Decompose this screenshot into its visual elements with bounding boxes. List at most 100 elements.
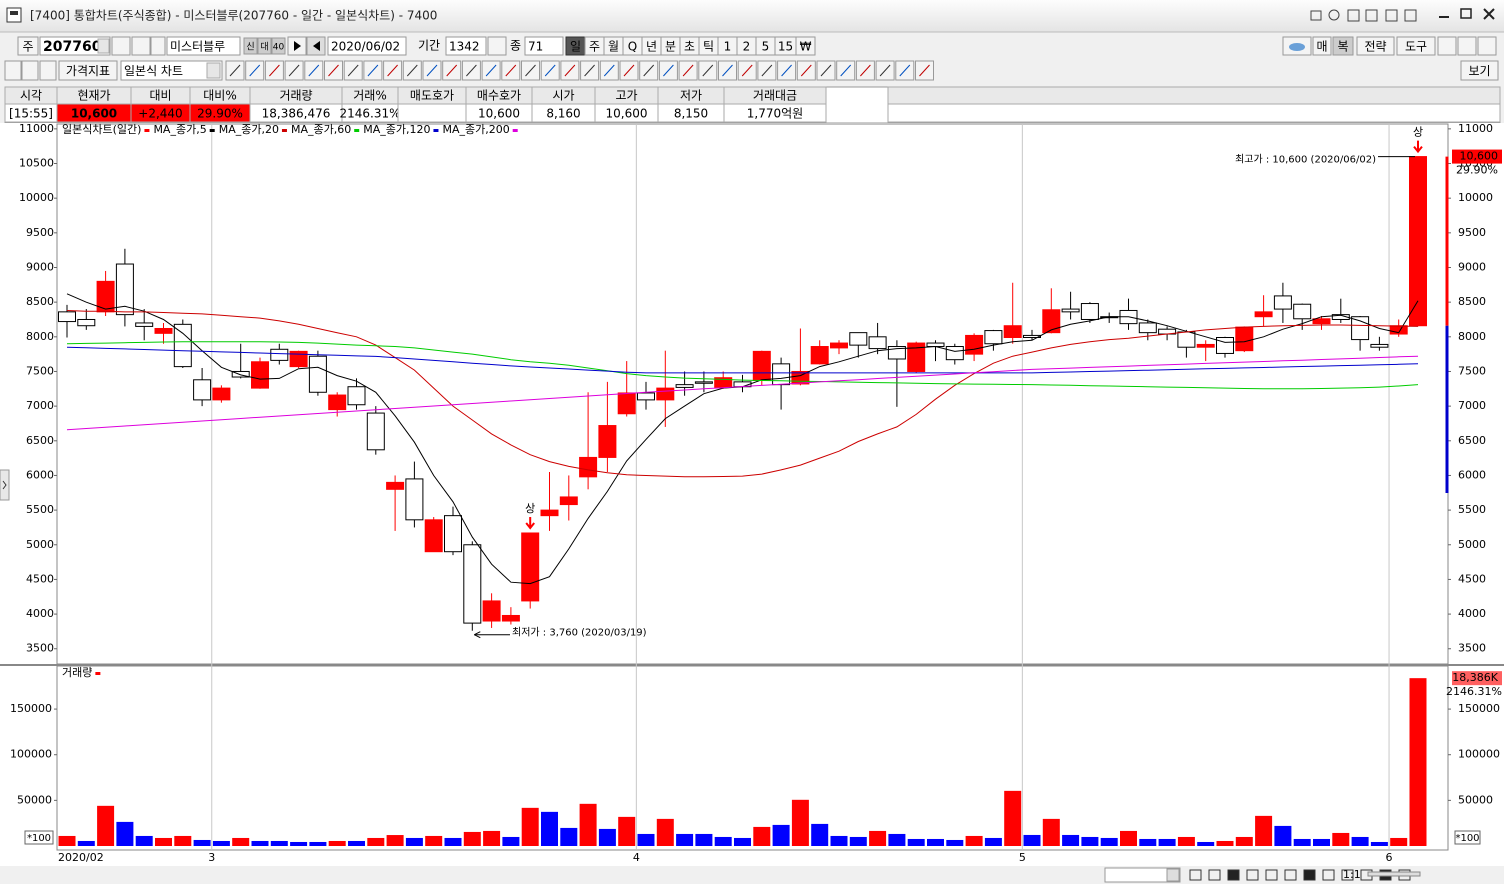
candle-body [1312,318,1331,325]
last-volume-tag [1452,671,1502,686]
button[interactable] [1396,36,1436,56]
button[interactable] [795,36,816,56]
icon-glyph [741,64,753,77]
button[interactable] [1332,36,1354,56]
label: 기간 [418,39,440,53]
volume-bar [425,835,443,846]
button[interactable] [17,36,39,56]
icon-glyph [840,64,852,77]
button[interactable] [487,36,507,56]
button[interactable] [327,36,407,56]
y-tick-label: 9500 [1458,226,1486,239]
volume-bar [1235,836,1253,846]
status-icon[interactable] [1284,869,1297,881]
back-icon [313,41,320,51]
title-icons[interactable] [1310,8,1495,22]
button[interactable] [150,36,166,56]
button-label: Q [628,40,637,54]
candle-body [308,355,327,393]
button[interactable] [4,60,22,81]
cell-value: 1,770억원 [747,107,803,121]
button-label: 207760 [43,39,102,55]
button-label: 매 [1316,40,1327,54]
status-icon[interactable] [1246,869,1259,881]
x-tick-label: 5 [1019,851,1026,864]
maximize-button[interactable] [1460,8,1472,19]
icon[interactable] [1310,10,1322,21]
button[interactable] [1457,36,1477,56]
cell-value: 2146.31% [339,107,400,121]
candle-body [115,263,134,316]
button[interactable] [1356,36,1395,56]
candle-body [965,334,984,355]
dropdown[interactable] [206,62,221,79]
button[interactable] [1437,36,1457,56]
button[interactable] [39,36,111,56]
y-tick-label: 5500 [1458,503,1486,516]
icon[interactable] [1328,9,1340,21]
button[interactable] [257,37,272,55]
candle-body [231,370,250,378]
button[interactable] [21,60,39,81]
close-button[interactable] [1483,8,1495,20]
button[interactable] [166,36,241,56]
button[interactable] [243,37,258,55]
volume-bar [1313,838,1330,846]
icon[interactable] [1385,9,1398,22]
button[interactable] [524,36,564,56]
button-label: 미스터블루 [170,40,225,54]
status-icons[interactable] [1189,869,1421,881]
status-icon[interactable] [1208,869,1221,881]
button[interactable] [111,36,131,56]
side-toggle[interactable] [0,469,10,501]
icon[interactable] [1404,9,1417,22]
icon[interactable] [1347,9,1360,22]
candle-body [366,412,385,451]
legend-swatch [512,129,518,132]
scroll-button[interactable] [1166,868,1180,882]
dropdown[interactable] [97,38,110,54]
y-tick-label: 8500 [1458,295,1486,308]
button[interactable] [131,36,151,56]
candle-body [154,327,173,334]
scrollbar[interactable] [1104,867,1181,883]
status-icon[interactable] [1227,869,1240,881]
button[interactable] [120,60,223,81]
last-price-tag [1452,149,1502,164]
button[interactable] [445,36,487,56]
button-label: 1 [724,40,732,54]
volume-bar [348,840,365,846]
button[interactable] [271,37,286,55]
button[interactable] [1477,36,1497,56]
chart: 2020/02 3 4 5 6 3500 3500 4000 4000 4500 4500 5000 5… [0,122,1504,864]
status-icon[interactable] [1322,869,1335,881]
zoom-slider[interactable] [1367,871,1421,877]
icon[interactable] [1365,9,1378,22]
candle-body [444,515,462,553]
status-icon[interactable] [1341,869,1354,881]
y-tick-label: 10000 [1458,191,1493,204]
icon-glyph [643,64,655,77]
candle-body [1409,156,1427,327]
volume-bar [444,837,462,846]
x-tick-label: 4 [633,851,640,864]
status-icon[interactable] [1303,869,1316,881]
legend-swatch [209,129,215,132]
button[interactable] [39,60,57,81]
volume-bar [1158,838,1176,846]
candle-body [1370,343,1389,348]
button-label: 71 [528,40,543,54]
status-icon[interactable] [1189,869,1202,881]
candle-body [58,311,76,323]
limit-up-arrow [1413,140,1423,154]
volume-bar [965,835,983,846]
status-icon[interactable] [1265,869,1278,881]
y-tick-label: 10500 [19,157,54,170]
button[interactable] [1460,60,1499,81]
button[interactable] [58,60,118,81]
column-header: 고가 [615,89,637,103]
button[interactable] [1312,36,1332,56]
candle-body [849,332,868,346]
icon-glyph [564,64,576,77]
volume-bar [502,836,520,846]
